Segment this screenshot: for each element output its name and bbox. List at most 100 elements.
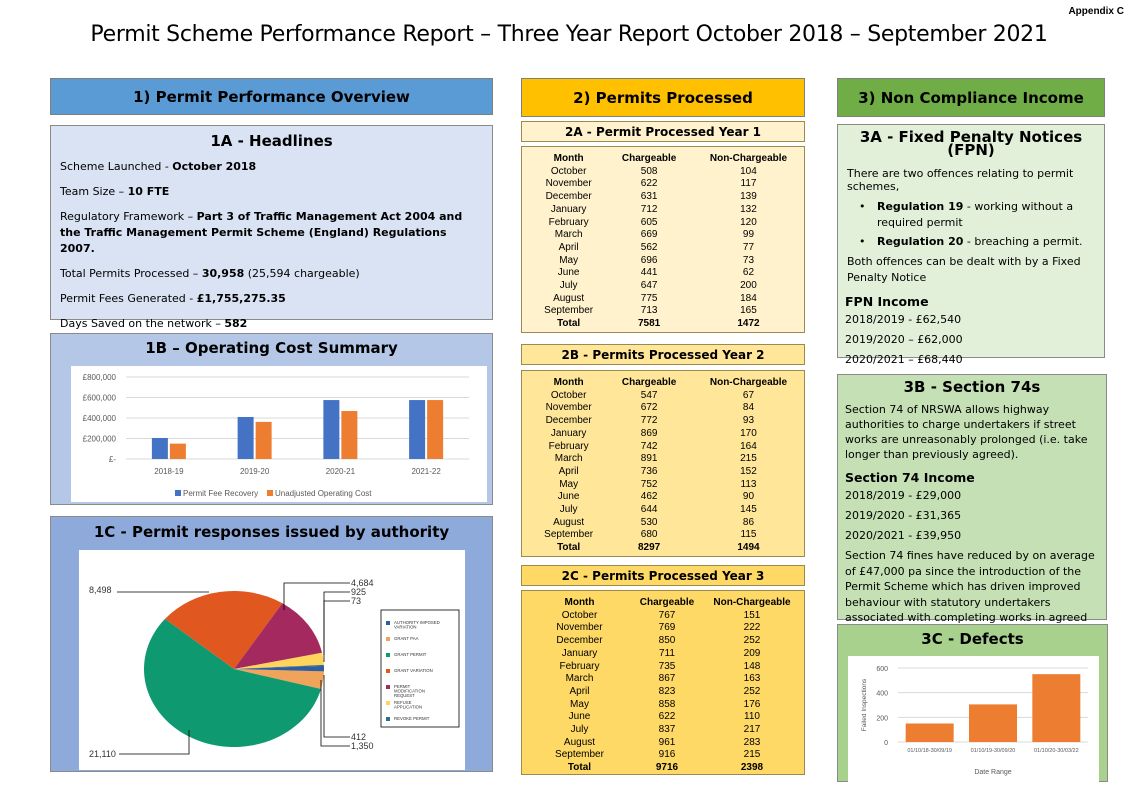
y-tick-label: 0: [884, 740, 888, 747]
column-header: Non-Chargeable: [709, 153, 788, 164]
table-cell: 165: [740, 305, 757, 317]
table-cell: September: [555, 749, 604, 761]
data-label: 1,350: [351, 741, 374, 751]
table-row: September 916 215: [532, 749, 797, 762]
fpn-panel: 3A - Fixed Penalty Notices (FPN) There a…: [837, 124, 1105, 366]
table-cell: 176: [743, 698, 761, 710]
legend-label: GRANT PAA: [394, 636, 419, 641]
table-cell: 772: [640, 415, 658, 427]
legend-swatch: [386, 685, 390, 689]
bar: [905, 723, 954, 742]
table-row: June 441 62: [532, 267, 804, 280]
headline-value: 10 FTE: [127, 185, 170, 198]
y-tick-label: 600: [876, 666, 888, 673]
total-cell: Total: [557, 318, 581, 330]
table-cell: 252: [743, 685, 761, 697]
pie-slice-grant-permit: [144, 618, 321, 747]
section74-income-item: 2020/2021 - £39,950: [845, 529, 962, 542]
table-cell: 742: [640, 440, 658, 452]
table-cell: 891: [640, 453, 658, 465]
table-cell: 132: [740, 203, 757, 215]
table-cell: June: [557, 267, 580, 279]
table-row: July 647 200: [532, 280, 804, 293]
bullet-bold: Regulation 19: [877, 200, 964, 213]
leader-line: [283, 582, 350, 610]
table-cell: 508: [640, 165, 658, 177]
table-cell: 139: [740, 191, 757, 203]
table-cell: 120: [740, 216, 757, 228]
bar-unadjusted-operating-cost: [255, 421, 272, 459]
table-cell: 86: [742, 516, 755, 528]
pie-slice-refuse-application: [234, 652, 324, 669]
column-header: Chargeable: [639, 597, 695, 608]
headlines-panel: 1A - Headlines Scheme Launched - October…: [50, 125, 493, 330]
total-cell: 7581: [637, 318, 661, 330]
table-cell: February: [548, 216, 589, 228]
table-cell: 113: [740, 478, 757, 490]
table-cell: July: [559, 504, 578, 516]
table-cell: February: [548, 440, 589, 452]
section3-header: 3) Non Compliance Income: [837, 78, 1105, 117]
table-cell: June: [568, 711, 591, 723]
table-cell: 145: [740, 504, 757, 516]
table-cell: October: [550, 165, 587, 177]
table-cell: April: [569, 685, 590, 697]
headline-label: Scheme Launched -: [60, 160, 173, 173]
table-row: February 605 120: [532, 217, 804, 230]
column-header: Chargeable: [621, 377, 677, 388]
table-row: September 713 165: [532, 305, 804, 318]
table-cell: 605: [640, 216, 658, 228]
data-label: 73: [351, 596, 361, 606]
headline-value: October 2018: [172, 160, 257, 173]
table-cell: August: [553, 292, 585, 304]
x-tick-label: 01/10/20-30/03/22: [1034, 748, 1079, 754]
y-tick-label: £800,000: [83, 373, 117, 382]
y-tick-label: £-: [109, 455, 116, 464]
y-axis-label: Failed Inspections: [861, 678, 868, 731]
fpn-income-item: 2019/2020 – £62,000: [845, 333, 963, 346]
table-cell: 644: [640, 504, 658, 516]
bullet-text: - working without a required permit: [877, 200, 1074, 229]
table-row: August 530 86: [532, 517, 804, 530]
table-total-row: Total 9716 2398: [532, 762, 797, 775]
table-row: October 767 151: [532, 610, 797, 623]
table-cell: May: [559, 478, 579, 490]
table-cell: February: [559, 660, 600, 672]
pie-slice-permit-modification-request: [234, 603, 323, 669]
permits-table-panel: Month Chargeable Non-Chargeable October 767 1…: [521, 590, 805, 775]
table-cell: 713: [640, 305, 658, 317]
table-row: February 742 164: [532, 441, 804, 454]
table-cell: 736: [640, 465, 658, 477]
legend-label: Permit Fee Recovery: [183, 489, 258, 498]
section74-intro: Section 74 of NRSWA allows highway autho…: [845, 403, 1088, 461]
table-cell: 547: [640, 389, 658, 401]
pie-slice-revoke-permit: [234, 664, 324, 669]
fpn-income-item: 2020/2021 – £68,440: [845, 353, 963, 366]
table-cell: April: [558, 241, 579, 253]
table-row: December 850 252: [532, 635, 797, 648]
table-cell: 961: [658, 736, 676, 748]
fpn-bullet: Regulation 20 - breaching a permit.: [859, 234, 1095, 250]
table-cell: January: [550, 203, 587, 215]
table-header-row: Month Chargeable Non-Chargeable: [532, 153, 804, 166]
bar-permit-fee-recovery: [323, 400, 340, 459]
table-cell: 867: [658, 673, 676, 685]
table-cell: September: [544, 305, 594, 317]
bar-unadjusted-operating-cost: [427, 400, 444, 459]
appendix-label: Appendix C: [1068, 6, 1124, 17]
table-cell: May: [559, 254, 579, 266]
table-cell: November: [545, 178, 592, 190]
table-row: June 462 90: [532, 491, 804, 504]
defects-chart: 0 200 400 600 01/10/18-30/09/19 01/10/19-30/0…: [848, 656, 1099, 782]
table-cell: 752: [640, 478, 658, 490]
table-cell: 462: [640, 491, 658, 503]
legend-swatch: [386, 717, 390, 721]
section74-title: 3B - Section 74s: [903, 378, 1041, 396]
table-cell: 441: [640, 267, 658, 279]
operating-cost-chart: £- £200,000 £400,000 £600,000 £800,000 2018-1…: [71, 366, 487, 502]
legend-swatch: [267, 490, 273, 496]
section74-income-title: Section 74 Income: [845, 470, 975, 485]
bullet-bold: Regulation 20: [877, 235, 964, 248]
permits-table: Month Chargeable Non-Chargeable October 547 6…: [532, 377, 804, 555]
table-cell: 562: [640, 241, 658, 253]
